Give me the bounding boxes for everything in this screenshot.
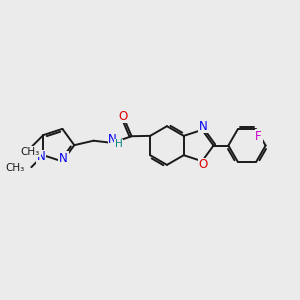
Text: N: N [37, 150, 45, 163]
Text: O: O [118, 110, 128, 123]
Text: O: O [199, 158, 208, 171]
Text: H: H [115, 140, 122, 149]
Text: N: N [199, 120, 208, 133]
Text: CH₃: CH₃ [21, 147, 40, 157]
Text: CH₃: CH₃ [5, 163, 25, 173]
Text: N: N [108, 133, 117, 146]
Text: N: N [59, 152, 68, 165]
Text: F: F [255, 130, 262, 142]
